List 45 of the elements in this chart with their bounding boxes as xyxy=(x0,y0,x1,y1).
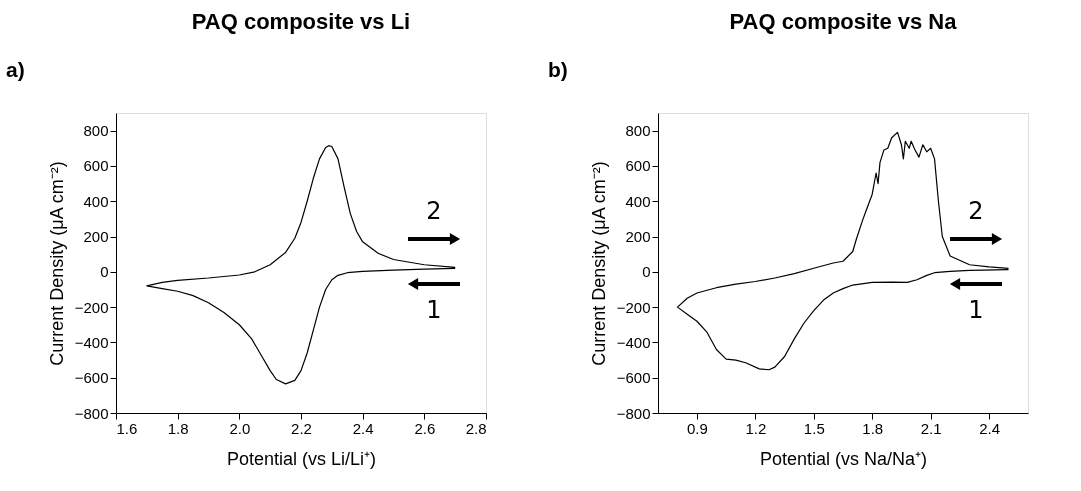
x-tick-label: 1.5 xyxy=(803,419,825,437)
x-tick-label: 2.4 xyxy=(979,419,1000,437)
annotation: 1 xyxy=(968,296,984,324)
y-tick-label: −800 xyxy=(616,404,651,422)
y-tick-label: 0 xyxy=(642,263,651,281)
x-tick-label: 2.2 xyxy=(291,419,312,437)
line-series xyxy=(146,145,456,385)
chart-title: PAQ composite vs Li xyxy=(191,9,411,34)
y-tick-label: −400 xyxy=(74,333,109,351)
text: a) xyxy=(6,58,25,81)
y-tick-label: −800 xyxy=(74,404,109,422)
y-tick-label: −200 xyxy=(74,298,109,316)
x-axis-title: Potential (vs Na/Na⁺) xyxy=(759,448,928,469)
y-axis-title: Current Density (μA cm⁻²) xyxy=(588,161,609,366)
y-tick-label: 200 xyxy=(625,228,651,246)
x-axis-title: Potential (vs Li/Li⁺) xyxy=(226,448,377,469)
x-tick-label: 2.0 xyxy=(229,419,251,437)
y-tick-label: 800 xyxy=(625,122,651,140)
x-tick-label: 1.8 xyxy=(167,419,189,437)
x-tick-label: 2.4 xyxy=(352,419,374,437)
y-tick-label: 600 xyxy=(625,157,651,175)
x-tick-label: 0.9 xyxy=(687,419,708,437)
y-tick-label: −600 xyxy=(74,369,109,387)
annotation: 1 xyxy=(426,296,442,324)
text: b) xyxy=(548,58,568,81)
x-tick-label: 1.2 xyxy=(745,419,767,437)
y-tick-label: −600 xyxy=(616,369,651,387)
annotation: 2 xyxy=(968,197,984,225)
y-tick-label: 0 xyxy=(100,263,109,281)
y-tick-label: 400 xyxy=(625,192,651,210)
line-series xyxy=(676,131,1010,371)
y-tick-label: 200 xyxy=(83,228,109,246)
annotation: 2 xyxy=(426,197,442,225)
y-axis-title: Current Density (μA cm⁻²) xyxy=(46,161,67,366)
x-tick-label: 2.8 xyxy=(465,419,487,437)
x-tick-label: 2.6 xyxy=(414,419,436,437)
y-tick-label: 800 xyxy=(83,122,109,140)
y-tick-label: −200 xyxy=(616,298,651,316)
y-tick-label: −400 xyxy=(616,333,651,351)
x-tick-label: 1.6 xyxy=(116,419,138,437)
chart-title: PAQ composite vs Na xyxy=(729,9,958,34)
y-tick-label: 600 xyxy=(83,157,109,175)
y-tick-label: 400 xyxy=(83,192,109,210)
x-tick-label: 2.1 xyxy=(920,419,942,437)
x-tick-label: 1.8 xyxy=(862,419,884,437)
